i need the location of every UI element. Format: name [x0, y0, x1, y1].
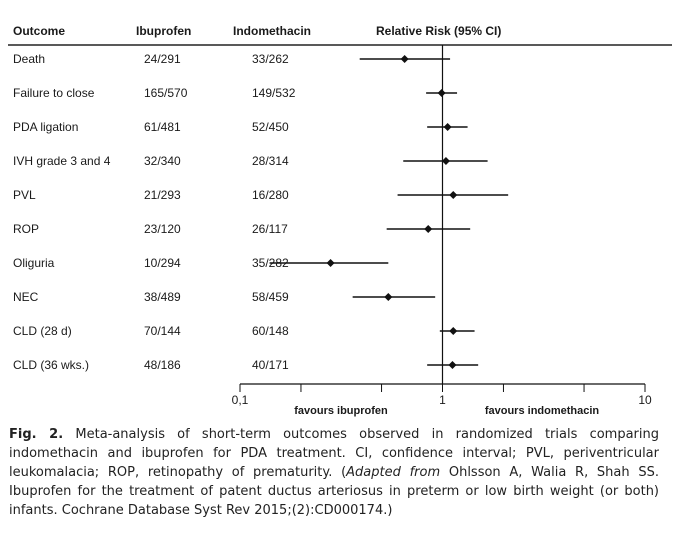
point-estimate: [443, 123, 452, 131]
point-estimate: [384, 293, 393, 301]
indomethacin-count: 26/117: [252, 222, 288, 236]
outcome-label: PVL: [13, 188, 36, 202]
indomethacin-count: 60/148: [252, 324, 289, 338]
indomethacin-count: 16/280: [252, 188, 289, 202]
outcome-label: NEC: [13, 290, 39, 304]
forest-row: PVL 21/293 16/280: [13, 188, 509, 202]
outcome-label: ROP: [13, 222, 39, 236]
caption-adapted-from: Adapted from: [346, 465, 441, 480]
outcome-label: CLD (36 wks.): [13, 358, 89, 372]
header-ibuprofen: Ibuprofen: [136, 24, 191, 38]
ibuprofen-count: 23/120: [144, 222, 181, 236]
forest-row: CLD (28 d) 70/144 60/148: [13, 324, 475, 338]
point-estimate: [449, 327, 458, 335]
indomethacin-count: 40/171: [252, 358, 289, 372]
favours-indomethacin-label: favours indomethacin: [485, 405, 600, 417]
point-estimate: [441, 157, 450, 165]
outcome-label: Failure to close: [13, 86, 95, 100]
point-estimate: [449, 191, 458, 199]
ibuprofen-count: 10/294: [144, 256, 181, 270]
header-relative-risk: Relative Risk (95% CI): [376, 24, 501, 38]
outcome-label: PDA ligation: [13, 120, 78, 134]
header-indomethacin: Indomethacin: [233, 24, 311, 38]
forest-row: PDA ligation 61/481 52/450: [13, 120, 468, 134]
outcome-label: Death: [13, 52, 45, 66]
ibuprofen-count: 32/340: [144, 154, 181, 168]
column-headers: Outcome Ibuprofen Indomethacin Relative …: [13, 24, 501, 38]
outcome-label: Oliguria: [13, 256, 55, 270]
x-axis: 0,1 1 10 favours ibuprofen favours indometha…: [232, 383, 652, 417]
indomethacin-count: 149/532: [252, 86, 296, 100]
caption-text-1: Meta-analysis of short-term outcomes obs…: [9, 427, 659, 480]
caption-text-2: Ohlsson A, Walia R, Shah SS. Ibuprofen f…: [9, 465, 659, 518]
point-estimate: [424, 225, 433, 233]
x-tick-label: 1: [439, 393, 446, 407]
point-estimate: [437, 89, 446, 97]
ibuprofen-count: 24/291: [144, 52, 181, 66]
ibuprofen-count: 38/489: [144, 290, 181, 304]
forest-row: IVH grade 3 and 4 32/340 28/314: [13, 154, 488, 168]
ibuprofen-count: 70/144: [144, 324, 181, 338]
figure-label: Fig. 2.: [9, 427, 64, 442]
indomethacin-count: 58/459: [252, 290, 289, 304]
outcome-label: CLD (28 d): [13, 324, 72, 338]
forest-row: Oliguria 10/294 35/282: [13, 256, 389, 270]
x-tick-label: 10: [638, 393, 652, 407]
ibuprofen-count: 165/570: [144, 86, 188, 100]
figure-caption: Fig. 2. Meta-analysis of short-term outc…: [9, 425, 659, 520]
forest-rows: Death 24/291 33/262 Failure to close 165/570…: [13, 52, 509, 372]
forest-plot: Outcome Ibuprofen Indomethacin Relative …: [8, 24, 672, 417]
point-estimate: [326, 259, 335, 267]
forest-row: NEC 38/489 58/459: [13, 290, 436, 304]
header-outcome: Outcome: [13, 24, 65, 38]
ibuprofen-count: 61/481: [144, 120, 181, 134]
outcome-label: IVH grade 3 and 4: [13, 154, 111, 168]
indomethacin-count: 33/262: [252, 52, 289, 66]
forest-row: CLD (36 wks.) 48/186 40/171: [13, 358, 479, 372]
forest-row: ROP 23/120 26/117: [13, 222, 471, 236]
indomethacin-count: 28/314: [252, 154, 289, 168]
ibuprofen-count: 48/186: [144, 358, 181, 372]
x-tick-label: 0,1: [232, 393, 249, 407]
point-estimate: [448, 361, 457, 369]
point-estimate: [400, 55, 409, 63]
forest-row: Death 24/291 33/262: [13, 52, 451, 66]
indomethacin-count: 52/450: [252, 120, 289, 134]
ibuprofen-count: 21/293: [144, 188, 181, 202]
favours-ibuprofen-label: favours ibuprofen: [294, 405, 388, 417]
forest-row: Failure to close 165/570 149/532: [13, 86, 458, 100]
